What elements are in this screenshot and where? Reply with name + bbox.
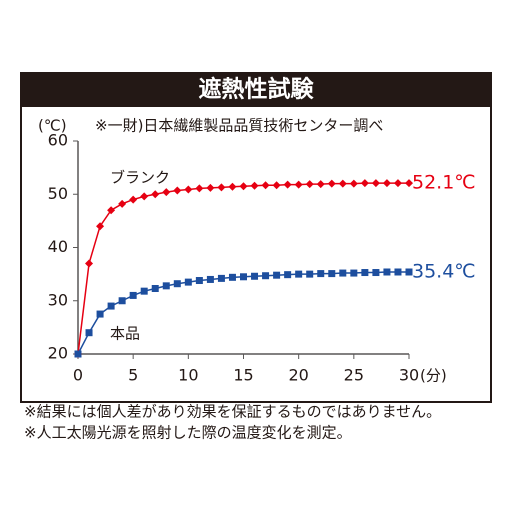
marker bbox=[251, 272, 259, 280]
marker bbox=[129, 291, 137, 299]
marker bbox=[283, 180, 292, 189]
marker bbox=[206, 275, 214, 283]
marker bbox=[118, 199, 127, 208]
y-tick-label: 30 bbox=[48, 290, 68, 309]
marker bbox=[85, 259, 94, 268]
marker bbox=[272, 181, 281, 190]
series-name: 本品 bbox=[110, 325, 140, 343]
y-axis-label: (℃) bbox=[38, 117, 67, 135]
marker bbox=[361, 269, 369, 277]
marker bbox=[306, 270, 314, 278]
title-bar bbox=[20, 72, 492, 106]
x-axis-label: (分) bbox=[420, 367, 447, 385]
x-tick-label: 30 bbox=[399, 366, 419, 385]
marker bbox=[140, 192, 149, 201]
marker bbox=[140, 287, 148, 295]
chart-title: 遮熱性試験 bbox=[199, 76, 315, 103]
x-tick-label: 0 bbox=[73, 366, 83, 385]
chart-frame bbox=[20, 105, 492, 403]
marker bbox=[107, 206, 116, 215]
marker bbox=[339, 269, 347, 277]
marker bbox=[217, 183, 226, 192]
marker bbox=[305, 180, 314, 189]
subtitle: ※一財)日本繊維製品品質技術センター調べ bbox=[95, 117, 383, 135]
marker bbox=[250, 181, 259, 190]
marker bbox=[151, 285, 159, 293]
marker bbox=[317, 270, 325, 278]
marker bbox=[195, 184, 204, 193]
marker bbox=[328, 270, 336, 278]
x-tick-label: 20 bbox=[288, 366, 308, 385]
marker bbox=[184, 278, 192, 286]
marker bbox=[107, 302, 115, 310]
marker bbox=[74, 350, 82, 358]
marker bbox=[393, 179, 402, 188]
marker bbox=[316, 180, 325, 189]
y-tick-label: 40 bbox=[48, 237, 68, 256]
end-label: 52.1℃ bbox=[412, 172, 476, 194]
marker bbox=[295, 270, 303, 278]
footnote: ※結果には個人差があり効果を保証するものではありません。 bbox=[24, 403, 441, 421]
marker bbox=[372, 269, 380, 277]
marker bbox=[228, 273, 236, 281]
marker bbox=[294, 180, 303, 189]
x-tick-label: 25 bbox=[344, 366, 364, 385]
marker bbox=[96, 222, 105, 231]
marker bbox=[217, 274, 225, 282]
marker bbox=[228, 182, 237, 191]
marker bbox=[350, 269, 358, 277]
marker bbox=[162, 282, 170, 290]
marker bbox=[173, 186, 182, 195]
footnote: ※人工太陽光源を照射した際の温度変化を測定。 bbox=[24, 424, 352, 442]
y-tick-label: 50 bbox=[48, 184, 68, 203]
marker bbox=[338, 179, 347, 188]
marker bbox=[118, 297, 126, 305]
marker bbox=[405, 268, 413, 276]
marker bbox=[129, 195, 138, 204]
marker bbox=[327, 179, 336, 188]
marker bbox=[383, 268, 391, 276]
marker bbox=[273, 271, 281, 279]
marker bbox=[206, 183, 215, 192]
marker bbox=[349, 179, 358, 188]
marker bbox=[195, 277, 203, 285]
marker bbox=[162, 188, 171, 197]
y-tick-label: 60 bbox=[48, 131, 68, 150]
x-tick-label: 15 bbox=[233, 366, 253, 385]
marker bbox=[240, 273, 247, 281]
marker bbox=[405, 179, 413, 188]
marker bbox=[239, 182, 248, 191]
end-label: 35.4℃ bbox=[412, 260, 476, 282]
marker bbox=[96, 310, 104, 318]
marker bbox=[262, 272, 270, 280]
marker bbox=[173, 280, 181, 288]
y-tick-label: 20 bbox=[48, 344, 68, 363]
x-tick-label: 10 bbox=[178, 366, 198, 385]
marker bbox=[360, 179, 369, 188]
marker bbox=[382, 179, 391, 188]
marker bbox=[284, 271, 292, 279]
marker bbox=[394, 268, 402, 276]
x-tick-label: 5 bbox=[128, 366, 138, 385]
marker bbox=[151, 190, 160, 199]
series-name: ブランク bbox=[110, 169, 170, 187]
marker bbox=[184, 185, 193, 194]
marker bbox=[85, 329, 93, 337]
marker bbox=[371, 179, 380, 188]
marker bbox=[261, 181, 270, 190]
